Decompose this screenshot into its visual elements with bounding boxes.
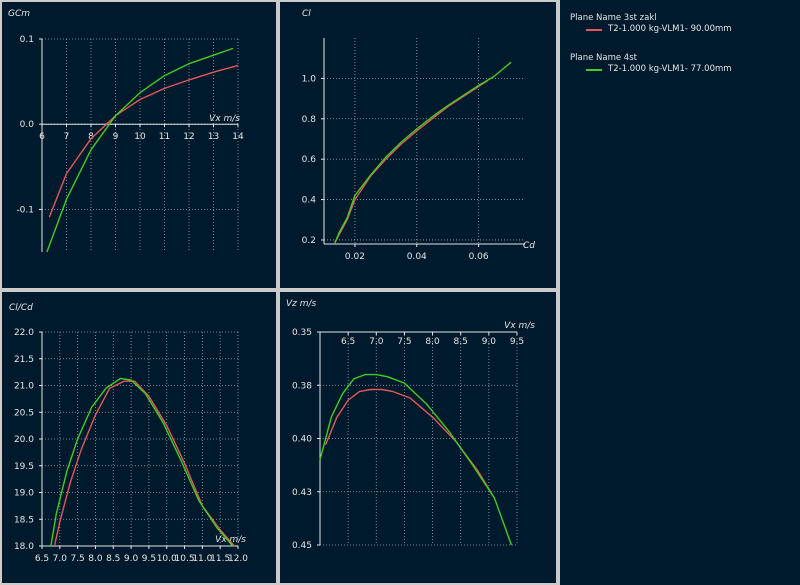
legend-line-swatch	[586, 29, 602, 31]
y-tick-label: 21.5	[14, 355, 34, 365]
panel-cl-cd-ratio: 18.0 18.5 19.0 19.5 20.0 20.5 21.0 21.5 22.0 6.5 7…	[2, 292, 276, 583]
series-line-2	[334, 61, 512, 244]
x-tick-label: 8.5	[106, 554, 120, 564]
y-tick-label: 0.1	[20, 35, 34, 45]
legend-plane-name: Plane Name 3st zakl	[570, 13, 657, 23]
panel-cl-cd: 0.2 0.4 0.6 0.8 1.0 0.02 0.04 0.06 Cl Cd	[280, 2, 556, 288]
y-axis-title: Cl/Cd	[9, 303, 33, 313]
y-tick-label: 20.5	[14, 408, 34, 418]
legend-plane-name: Plane Name 4st	[570, 53, 637, 63]
panel-gcm: -0.1 0.0 0.1 6 7 8 9 10 11 12 13 14 GCm Vx m/s	[2, 2, 276, 288]
y-tick-label: 22.0	[14, 328, 34, 338]
y-tick-label: 1.0	[302, 74, 317, 84]
chart-gcm: -0.1 0.0 0.1 6 7 8 9 10 11 12 13 14 GCm Vx m/s	[8, 9, 244, 253]
chart-cl-cd: 0.2 0.4 0.6 0.8 1.0 0.02 0.04 0.06 Cl Cd	[302, 9, 536, 262]
y-axis-title: GCm	[8, 9, 30, 19]
x-tick-label: 10.5	[175, 554, 195, 564]
x-tick-label: 6.5	[341, 337, 355, 347]
x-tick-label: 9.0	[124, 554, 139, 564]
y-tick-label: 0.40	[292, 435, 312, 445]
y-tick-label: 0.38	[292, 381, 312, 391]
x-tick-label: 14	[232, 132, 244, 142]
x-tick-label: 8.5	[454, 337, 468, 347]
x-tick-label: 7	[64, 132, 70, 142]
legend-panel: Plane Name 3st zakl T2-1.000 kg-VLM1- 90…	[560, 0, 800, 585]
series-line-1	[48, 64, 239, 218]
x-tick-label: 0.06	[469, 252, 489, 262]
panel-vz: 0.35 0.38 0.40 0.43 0.45 6.5 7.0 7.5 8.0 8.5 9.0 9.…	[280, 292, 556, 583]
x-tick-label: 13	[208, 132, 219, 142]
y-tick-label: 0.35	[292, 328, 312, 338]
y-tick-label: 0.0	[20, 120, 35, 130]
x-tick-label: 8	[88, 132, 94, 142]
legend-curve-name: T2-1.000 kg-VLM1- 90.00mm	[608, 24, 732, 34]
series-line-2	[319, 373, 513, 546]
series-line-1	[324, 388, 496, 499]
x-tick-label: 8.0	[88, 554, 103, 564]
x-tick-label: 10	[134, 132, 146, 142]
x-tick-label: 0.04	[407, 252, 427, 262]
x-tick-label: 7.5	[70, 554, 84, 564]
x-tick-label: 7.0	[53, 554, 68, 564]
y-tick-label: 21.0	[14, 382, 34, 392]
series-line-1	[334, 79, 489, 244]
y-tick-label: 0.8	[302, 115, 317, 125]
x-axis-title: Vx m/s	[215, 535, 246, 545]
legend-group-2: Plane Name 4st T2-1.000 kg-VLM1- 77.00mm	[570, 53, 732, 76]
x-tick-label: 10.0	[157, 554, 177, 564]
legend-group-1: Plane Name 3st zakl T2-1.000 kg-VLM1- 90…	[570, 13, 732, 36]
y-tick-label: 19.0	[14, 489, 34, 499]
y-tick-label: 0.45	[292, 541, 312, 551]
y-tick-label: 0.2	[302, 236, 316, 246]
y-tick-label: 0.4	[302, 196, 317, 206]
series-line-1	[53, 380, 235, 547]
legend-curve-name: T2-1.000 kg-VLM1- 77.00mm	[608, 64, 732, 74]
x-tick-label: 11.5	[210, 554, 230, 564]
y-tick-label: 0.43	[292, 488, 312, 498]
legend-entry: T2-1.000 kg-VLM1- 77.00mm	[570, 64, 732, 76]
x-axis-title: Vx m/s	[209, 114, 240, 124]
series-line-2	[50, 377, 234, 547]
x-tick-label: 11	[159, 132, 170, 142]
chart-vz: 0.35 0.38 0.40 0.43 0.45 6.5 7.0 7.5 8.0 8.5 9.0 9.…	[286, 299, 535, 551]
x-tick-label: 11.0	[192, 554, 212, 564]
x-tick-label: 9.5	[142, 554, 156, 564]
x-tick-label: 9.0	[482, 337, 497, 347]
x-tick-label: 9.5	[510, 337, 524, 347]
legend-line-swatch	[586, 69, 602, 71]
y-tick-label: 0.6	[302, 155, 317, 165]
x-axis-title: Vx m/s	[504, 321, 535, 331]
legend-entry: T2-1.000 kg-VLM1- 90.00mm	[570, 24, 732, 36]
chart-cl-cd-ratio: 18.0 18.5 19.0 19.5 20.0 20.5 21.0 21.5 22.0 6.5 7…	[9, 303, 248, 564]
y-tick-label: -0.1	[16, 205, 34, 215]
x-tick-label: 8.0	[425, 337, 440, 347]
y-tick-label: 20.0	[14, 435, 34, 445]
x-tick-label: 6.5	[35, 554, 49, 564]
x-tick-label: 12.0	[228, 554, 248, 564]
x-tick-label: 7.0	[369, 337, 384, 347]
x-axis-title: Cd	[523, 241, 535, 251]
y-tick-label: 18.0	[14, 542, 34, 552]
y-tick-label: 19.5	[14, 462, 34, 472]
x-tick-label: 9	[113, 132, 119, 142]
x-tick-label: 12	[183, 132, 194, 142]
x-tick-label: 7.5	[397, 337, 411, 347]
x-tick-label: 6	[39, 132, 45, 142]
series-line-2	[46, 47, 234, 253]
x-tick-label: 0.02	[345, 252, 365, 262]
y-axis-title: Cl	[302, 9, 311, 19]
y-axis-title: Vz m/s	[286, 299, 317, 309]
y-tick-label: 18.5	[14, 515, 34, 525]
